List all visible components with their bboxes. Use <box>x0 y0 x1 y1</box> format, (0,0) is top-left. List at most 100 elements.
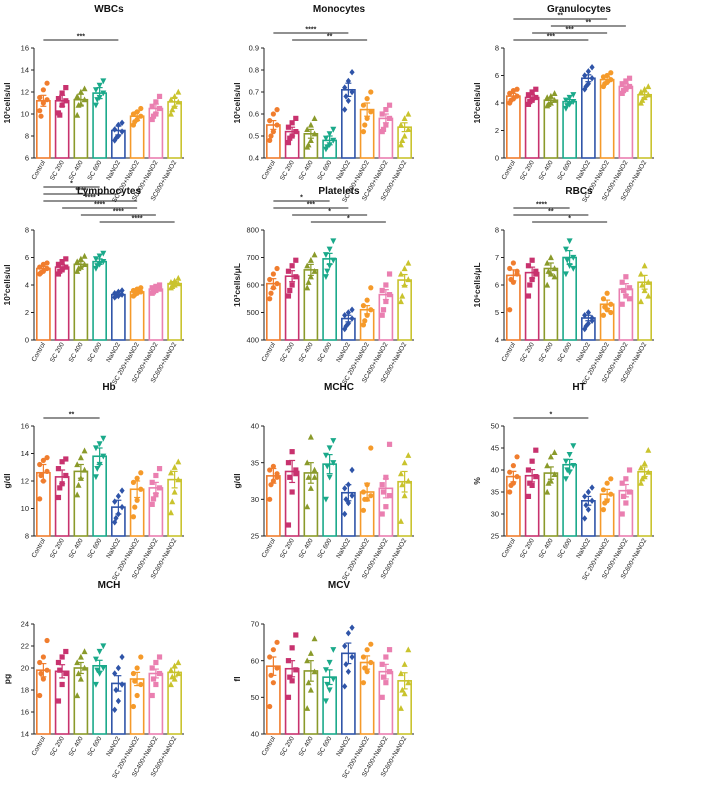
data-point <box>330 257 337 264</box>
data-point <box>311 268 318 274</box>
y-tick-label: 35 <box>491 488 499 497</box>
x-tick-label: SC 200 <box>519 341 536 364</box>
data-point <box>112 498 118 505</box>
data-point <box>100 78 107 85</box>
y-tick-label: 30 <box>251 495 259 504</box>
data-point <box>270 463 276 469</box>
data-point <box>589 497 595 504</box>
data-point <box>75 481 82 488</box>
y-axis-label: pg <box>2 674 12 684</box>
data-point <box>267 654 273 660</box>
data-point <box>570 463 577 469</box>
data-point <box>545 268 552 274</box>
panel-mcv: MCV 40 50 60 70 fl Control SC 200 SC 400 SC 600 Na… <box>232 580 414 780</box>
data-point <box>44 455 50 461</box>
data-point <box>585 506 591 513</box>
data-point <box>349 624 355 631</box>
y-axis-label: g/dl <box>2 473 12 488</box>
panel-title: RBCs <box>565 186 593 197</box>
data-point <box>507 307 513 313</box>
data-point <box>570 265 577 272</box>
data-point <box>405 477 412 484</box>
panel-title: MCHC <box>324 382 354 393</box>
data-point <box>637 88 644 95</box>
bar-4 <box>562 463 577 537</box>
data-point <box>364 96 370 102</box>
data-point <box>293 667 299 673</box>
data-point <box>138 681 144 688</box>
y-tick-label: 6 <box>495 281 499 290</box>
data-point <box>360 129 367 135</box>
data-point <box>401 281 408 288</box>
data-point <box>514 268 520 274</box>
data-point <box>100 250 107 257</box>
x-tick-label: SC 200 <box>49 341 66 364</box>
y-tick-label: 24 <box>21 620 29 629</box>
data-point <box>267 296 273 302</box>
data-point <box>55 261 62 267</box>
data-point <box>44 260 50 266</box>
data-point <box>115 664 121 672</box>
data-point <box>268 133 274 139</box>
data-point <box>383 504 389 510</box>
data-point <box>525 467 532 473</box>
data-point <box>171 488 178 495</box>
data-point <box>645 292 652 299</box>
data-point <box>620 287 627 294</box>
data-point <box>149 116 155 123</box>
bar-4 <box>322 676 337 735</box>
data-point <box>600 312 607 318</box>
data-point <box>287 674 293 680</box>
data-point <box>167 681 174 688</box>
bar-3 <box>303 269 319 341</box>
y-tick-label: 35 <box>251 458 259 467</box>
data-point <box>149 501 155 507</box>
data-point <box>94 667 101 674</box>
data-point <box>343 661 349 668</box>
x-tick-label: NaNO2 <box>335 341 352 364</box>
data-point <box>514 86 520 92</box>
data-point <box>96 253 103 260</box>
data-point <box>134 497 140 503</box>
data-point <box>115 288 121 296</box>
data-point <box>112 670 118 677</box>
y-tick-label: 500 <box>246 308 259 317</box>
data-point <box>77 475 84 481</box>
data-point <box>285 460 292 466</box>
data-point <box>401 661 408 667</box>
x-tick-label: Control <box>261 341 278 363</box>
data-point <box>153 472 159 479</box>
data-point <box>399 137 406 143</box>
data-point <box>171 277 178 284</box>
data-point <box>285 522 292 528</box>
bar-6 <box>599 78 615 159</box>
data-point <box>307 485 314 491</box>
data-point <box>81 261 88 267</box>
data-point <box>307 121 314 128</box>
data-point <box>92 102 99 109</box>
significance-label: ** <box>558 13 564 20</box>
data-point <box>44 80 50 86</box>
data-point <box>175 280 182 287</box>
data-point <box>645 91 652 98</box>
data-point <box>626 489 633 495</box>
x-tick-label: NaNO2 <box>335 159 352 182</box>
data-point <box>293 467 299 473</box>
data-point <box>81 466 88 473</box>
y-axis-label: fl <box>232 676 242 681</box>
x-tick-label: SC 200 <box>49 537 66 560</box>
data-point <box>619 511 625 517</box>
data-point <box>368 109 374 115</box>
data-point <box>57 112 63 118</box>
data-point <box>345 668 351 675</box>
data-point <box>570 443 577 449</box>
data-point <box>544 488 551 495</box>
data-point <box>156 654 163 660</box>
data-point <box>570 92 577 98</box>
panel-title: MCV <box>328 580 351 591</box>
data-point <box>533 447 539 453</box>
data-point <box>63 456 69 462</box>
bar-3 <box>73 98 89 159</box>
data-point <box>626 285 633 291</box>
data-point <box>386 669 393 675</box>
